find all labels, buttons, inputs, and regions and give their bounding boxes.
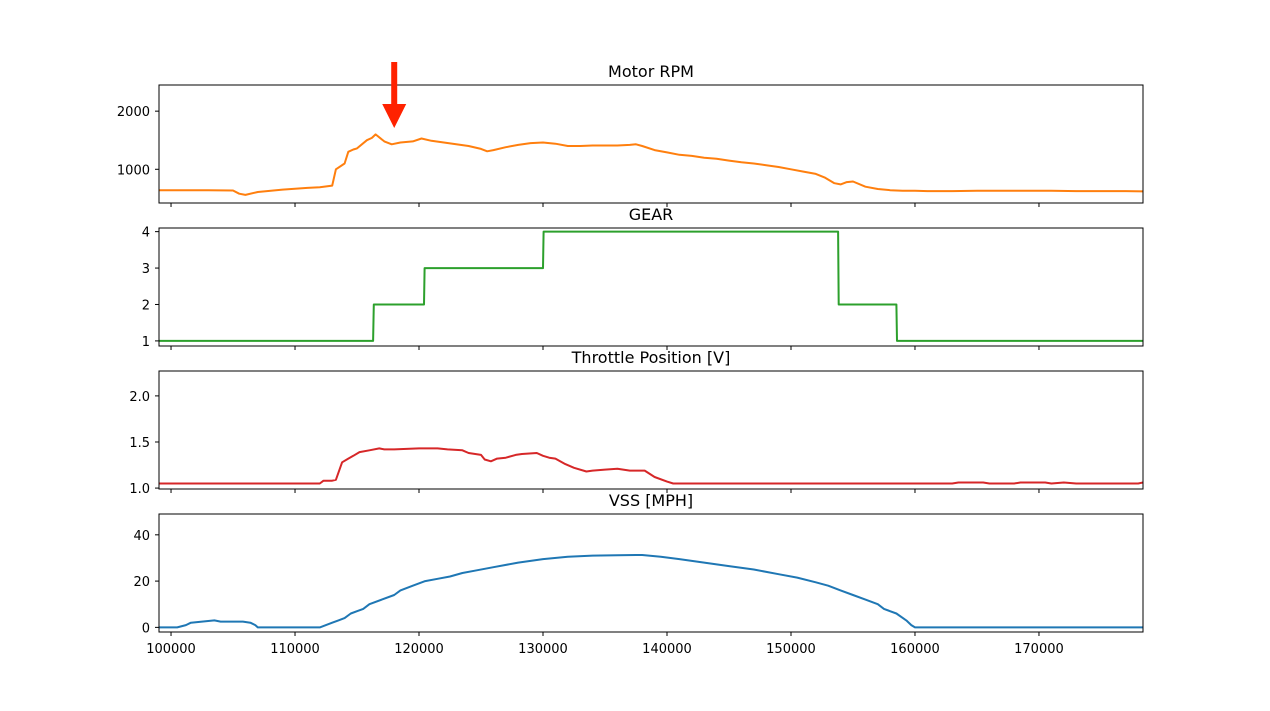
subplot-throttle-position: Throttle Position [V] 1.0 1.5 2.0	[129, 348, 1144, 497]
y-tick-label: 2	[142, 298, 150, 313]
data-line	[159, 447, 1143, 485]
y-tick-label: 1.0	[129, 482, 150, 497]
axes-frame	[158, 370, 1144, 490]
subplot-motor-rpm: Motor RPM 1000 2000	[117, 62, 1144, 207]
subplot-title: Motor RPM	[608, 62, 694, 81]
x-tick-label: 130000	[518, 642, 568, 657]
y-tick-label: 1	[142, 335, 150, 350]
x-tick-label: 110000	[270, 642, 320, 657]
x-tick-label: 170000	[1014, 642, 1064, 657]
x-tick-label: 150000	[766, 642, 816, 657]
subplot-title: Throttle Position [V]	[571, 348, 731, 367]
y-tick-label: 1.5	[129, 436, 150, 451]
subplot-gear: GEAR 1 2 3 4	[142, 205, 1144, 350]
y-tick-label: 20	[133, 575, 150, 590]
subplot-title: VSS [MPH]	[609, 491, 693, 510]
data-line	[159, 230, 1143, 342]
data-line	[159, 133, 1143, 196]
y-tick-label: 40	[133, 529, 150, 544]
subplot-title: GEAR	[629, 205, 674, 224]
annotation-arrow	[382, 62, 407, 128]
x-tick-label: 120000	[394, 642, 444, 657]
x-tick-label: 100000	[146, 642, 196, 657]
y-tick-label: 3	[142, 262, 150, 277]
x-tick-label: 160000	[890, 642, 940, 657]
axes-frame	[158, 513, 1144, 633]
y-tick-label: 2.0	[129, 390, 150, 405]
y-tick-label: 4	[142, 226, 150, 241]
y-tick-label: 1000	[117, 163, 150, 178]
axes-frame	[158, 84, 1144, 204]
x-tick-label: 140000	[642, 642, 692, 657]
subplot-vss: VSS [MPH] 0 20 40 100000 110000 120000 130000 14…	[133, 491, 1144, 657]
axes-frame	[158, 227, 1144, 347]
y-tick-label: 0	[142, 621, 150, 636]
y-tick-label: 2000	[117, 105, 150, 120]
data-line	[159, 554, 1143, 629]
